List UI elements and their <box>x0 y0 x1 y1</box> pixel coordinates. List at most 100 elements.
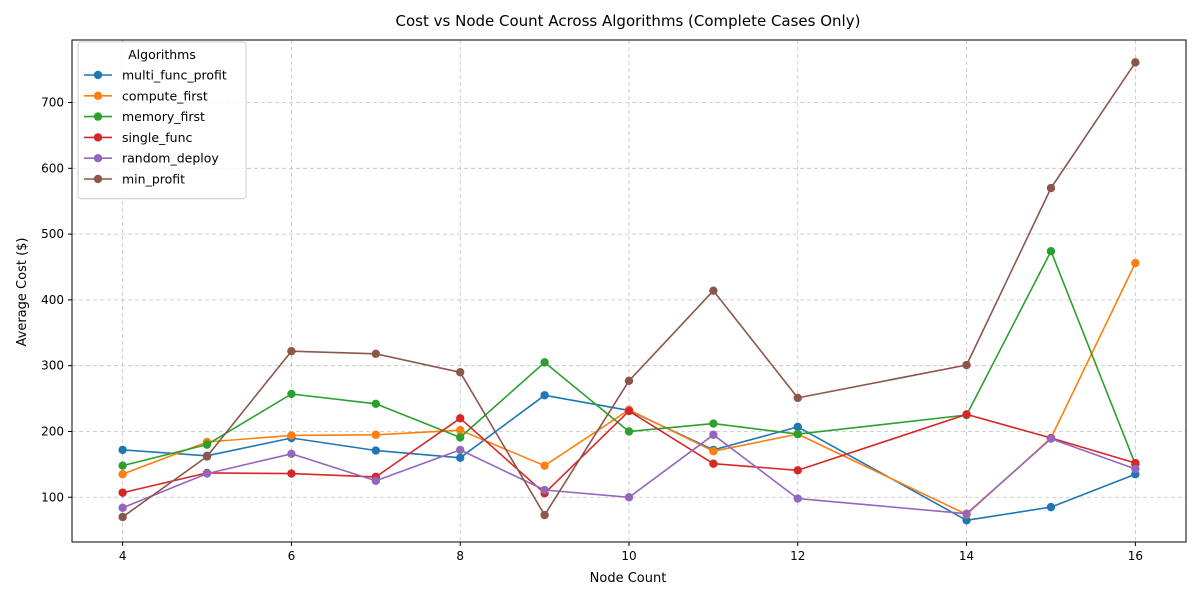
data-point <box>793 393 802 403</box>
data-point <box>287 389 296 399</box>
x-tick-label: 12 <box>790 549 805 563</box>
data-point <box>371 349 381 359</box>
chart-title: Cost vs Node Count Across Algorithms (Co… <box>396 12 861 30</box>
series-line <box>122 394 1136 522</box>
legend-swatch-marker <box>93 70 103 80</box>
data-point <box>540 485 549 495</box>
legend-entry: single_func <box>84 130 193 145</box>
data-point <box>118 445 127 455</box>
legend-box <box>77 41 247 200</box>
legend-label: compute_first <box>122 88 208 103</box>
x-tick-label: 6 <box>288 549 296 563</box>
series-line <box>122 433 1136 515</box>
y-tick-label: 600 <box>41 161 64 175</box>
data-point <box>962 516 971 525</box>
data-point <box>962 509 971 518</box>
data-point <box>709 459 718 468</box>
data-point <box>624 427 634 436</box>
legend: Algorithms multi_func_profit compute_first… <box>77 41 247 200</box>
data-point <box>371 446 381 455</box>
y-axis-title: Average Cost ($) <box>15 238 30 347</box>
data-point <box>456 368 465 377</box>
data-point <box>624 406 634 416</box>
axis-ticks: 4 6 8 10 12 14 16 100 200 300 400 500 600 700 <box>41 96 1143 563</box>
series-single_func <box>118 406 1140 498</box>
legend-swatch-marker <box>93 91 103 101</box>
y-tick-label: 100 <box>41 490 64 504</box>
legend-entry: compute_first <box>84 88 208 103</box>
legend-entry: multi_func_profit <box>84 68 227 83</box>
data-point <box>793 494 802 503</box>
x-tick-label: 8 <box>456 549 464 563</box>
data-point <box>540 391 549 400</box>
data-point <box>709 447 718 456</box>
series-random_deploy <box>118 430 1140 518</box>
data-point <box>793 422 802 432</box>
series-compute_first <box>118 258 1140 519</box>
data-point <box>624 493 634 502</box>
data-point <box>371 399 381 409</box>
data-point <box>1131 458 1140 468</box>
data-point <box>1131 258 1140 268</box>
data-point <box>202 469 212 478</box>
x-tick-label: 4 <box>119 549 127 563</box>
data-point <box>1131 58 1140 67</box>
data-point <box>118 512 127 522</box>
legend-entry: memory_first <box>84 109 205 124</box>
legend-label: multi_func_profit <box>122 68 227 83</box>
data-point <box>118 470 127 479</box>
legend-label: min_profit <box>122 172 185 187</box>
data-point <box>709 286 718 295</box>
series-line <box>122 250 1137 467</box>
legend-label: single_func <box>122 130 193 145</box>
series-group <box>118 58 1140 525</box>
data-point <box>1131 464 1140 474</box>
data-point <box>287 469 296 478</box>
y-tick-label: 300 <box>41 359 64 373</box>
data-point <box>456 414 465 423</box>
data-point <box>118 461 127 470</box>
data-point <box>456 445 465 455</box>
series-min_profit <box>118 58 1140 522</box>
data-point <box>540 461 549 470</box>
legend-swatch-marker <box>93 174 103 184</box>
data-point <box>118 503 127 512</box>
data-point <box>709 430 718 439</box>
data-point <box>540 358 549 367</box>
data-point <box>1046 183 1056 193</box>
legend-swatch-marker <box>93 133 103 142</box>
data-point <box>371 430 381 439</box>
data-point <box>202 440 212 449</box>
legend-swatch-marker <box>93 154 103 163</box>
y-tick-label: 500 <box>41 227 64 241</box>
legend-swatch-marker <box>93 112 103 121</box>
y-tick-label: 400 <box>41 293 64 307</box>
data-point <box>287 449 296 459</box>
data-point <box>962 360 971 370</box>
data-point <box>202 452 212 461</box>
data-point <box>118 488 127 497</box>
series-line <box>122 61 1137 518</box>
data-point <box>287 431 296 440</box>
data-point <box>962 410 971 419</box>
series-line <box>122 410 1136 495</box>
data-point <box>456 433 465 442</box>
y-tick-label: 700 <box>41 96 64 110</box>
legend-entry: random_deploy <box>84 151 219 166</box>
x-axis-title: Node Count <box>590 571 667 586</box>
data-point <box>793 429 802 439</box>
x-tick-label: 16 <box>1128 549 1143 563</box>
y-tick-label: 200 <box>41 424 64 438</box>
data-point <box>287 347 296 356</box>
x-tick-label: 14 <box>959 549 974 563</box>
x-tick-label: 10 <box>621 549 636 563</box>
legend-entry: min_profit <box>84 172 185 187</box>
data-point <box>456 425 465 435</box>
data-point <box>793 466 802 475</box>
data-point <box>540 510 549 520</box>
data-point <box>624 376 634 386</box>
data-point <box>371 476 381 486</box>
data-point <box>456 453 465 462</box>
